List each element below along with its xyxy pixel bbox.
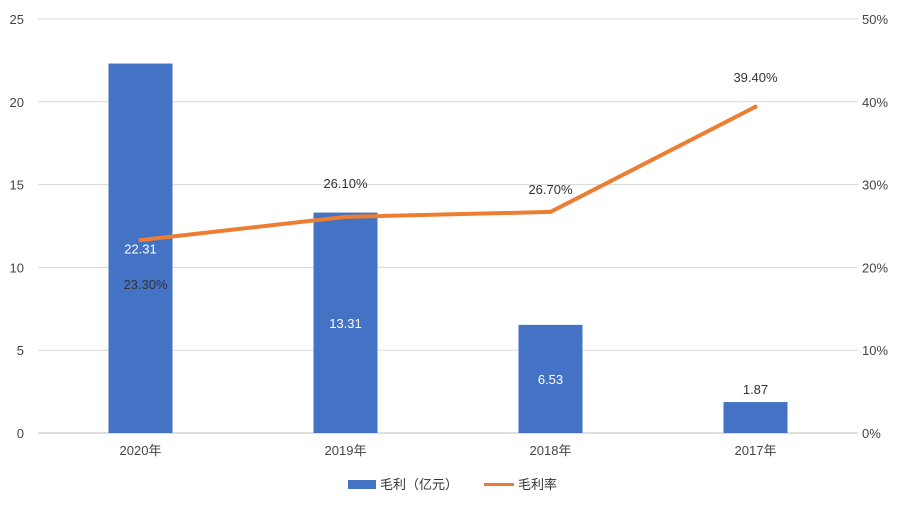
y-right-tick-label: 20% bbox=[862, 260, 888, 275]
y-left-tick-label: 5 bbox=[17, 343, 24, 358]
x-tick-label: 2017年 bbox=[735, 443, 777, 458]
line-value-label: 26.70% bbox=[528, 182, 573, 197]
line-point bbox=[343, 214, 348, 219]
legend-label-gross-margin: 毛利率 bbox=[518, 477, 557, 492]
legend: 毛利（亿元） 毛利率 bbox=[348, 477, 557, 492]
x-tick-label: 2020年 bbox=[120, 443, 162, 458]
line-point bbox=[753, 104, 758, 109]
y-right-tick-label: 40% bbox=[862, 95, 888, 110]
bar bbox=[108, 63, 173, 434]
bar-series bbox=[108, 63, 788, 434]
y-axis-left: 0 5 10 15 20 25 bbox=[10, 12, 24, 441]
y-left-tick-label: 20 bbox=[10, 95, 24, 110]
y-right-tick-label: 30% bbox=[862, 178, 888, 193]
y-left-tick-label: 15 bbox=[10, 178, 24, 193]
gridlines bbox=[38, 18, 858, 434]
bar-value-label: 22.31 bbox=[124, 241, 157, 256]
y-left-tick-label: 0 bbox=[17, 426, 24, 441]
bar-value-label: 1.87 bbox=[743, 382, 768, 397]
y-right-tick-label: 0% bbox=[862, 426, 881, 441]
legend-label-gross-profit: 毛利（亿元） bbox=[380, 477, 458, 492]
y-axis-right: 0% 10% 20% 30% 40% 50% bbox=[862, 12, 888, 441]
x-tick-label: 2018年 bbox=[530, 443, 572, 458]
line-value-label: 26.10% bbox=[323, 176, 368, 191]
bar-value-label: 6.53 bbox=[538, 372, 563, 387]
bar-value-label: 13.31 bbox=[329, 316, 362, 331]
y-left-tick-label: 25 bbox=[10, 12, 24, 27]
x-axis: 2020年 2019年 2018年 2017年 bbox=[120, 443, 777, 458]
bar bbox=[723, 402, 788, 433]
line-series bbox=[138, 104, 758, 243]
line-path bbox=[138, 104, 758, 243]
line-point bbox=[138, 238, 143, 243]
x-tick-label: 2019年 bbox=[325, 443, 367, 458]
y-right-tick-label: 10% bbox=[862, 343, 888, 358]
legend-swatch-gross-profit bbox=[348, 480, 376, 489]
line-value-label: 39.40% bbox=[733, 70, 778, 85]
data-labels: 22.31 13.31 6.53 1.87 23.30% 26.10% 26.70% 39.4… bbox=[123, 70, 778, 397]
bar bbox=[518, 324, 583, 433]
y-left-tick-label: 10 bbox=[10, 260, 24, 275]
bar bbox=[313, 212, 378, 433]
line-value-label: 23.30% bbox=[123, 277, 168, 292]
y-right-tick-label: 50% bbox=[862, 12, 888, 27]
line-point bbox=[548, 209, 553, 214]
